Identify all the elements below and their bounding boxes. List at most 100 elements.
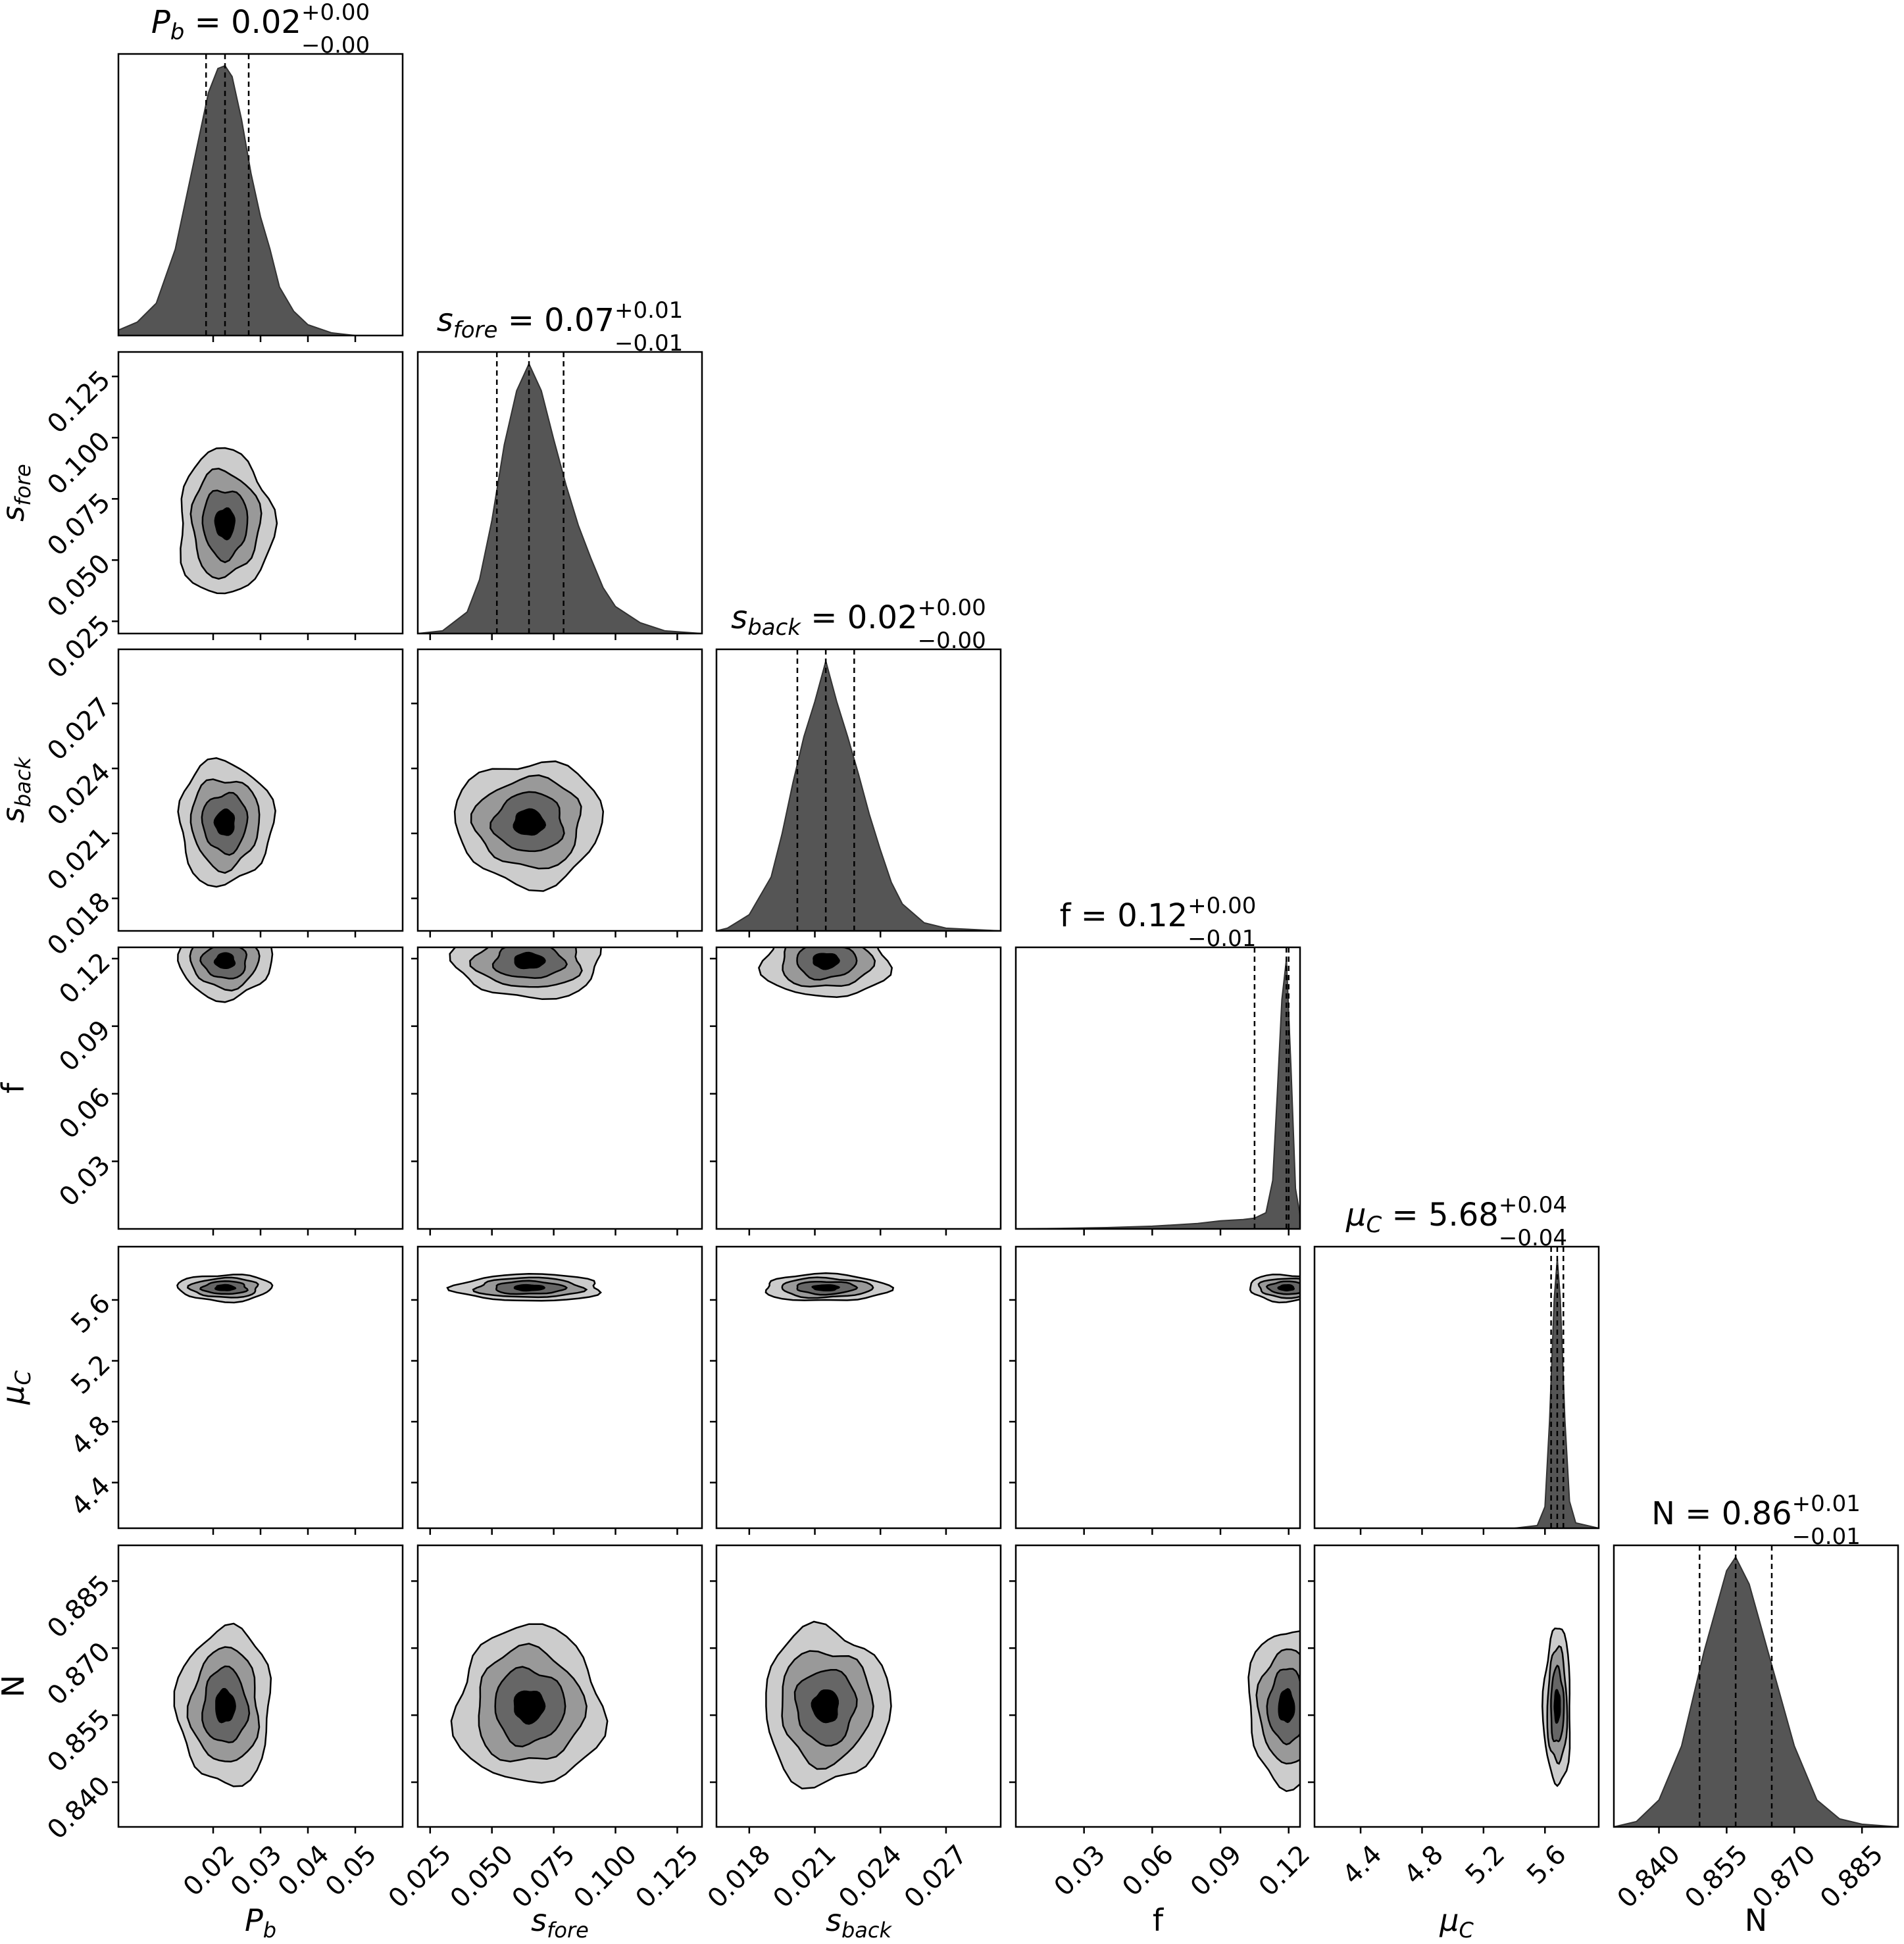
x-tick-label-Pb: 0.05	[320, 1839, 383, 1903]
title-sfore: sfore = 0.07+0.01	[437, 297, 684, 343]
panel-sfore-sfore	[416, 351, 703, 635]
contour-sfore-muC	[446, 1273, 602, 1302]
contour-sfore-sback	[453, 760, 605, 892]
x-tick-label-sfore: 0.050	[445, 1839, 520, 1914]
x-tick-label-muC: 5.6	[1521, 1839, 1572, 1891]
title-Pb: Pb = 0.02+0.00	[151, 0, 370, 45]
x-tick-label-sback: 0.018	[702, 1839, 777, 1914]
y-tick-label-muC: 4.8	[65, 1410, 116, 1461]
contour-Pb-sfore	[180, 447, 278, 595]
y-tick-label-f: 0.09	[53, 1014, 116, 1078]
y-axis-label-muC: μC	[0, 1370, 36, 1405]
contour-level-4	[813, 953, 840, 970]
y-tick-label-muC: 5.2	[65, 1349, 116, 1401]
contour-level-4	[513, 1284, 546, 1292]
hist-f	[1015, 959, 1301, 1230]
contour-level-4	[513, 808, 547, 836]
panel-sfore-muC	[416, 1245, 703, 1530]
y-tick-label-sfore: 0.100	[41, 426, 116, 501]
x-tick-label-f: 0.12	[1253, 1839, 1316, 1903]
contour-sback-f	[758, 947, 893, 998]
y-axis-label-N: N	[0, 1675, 31, 1697]
contour-level-4	[214, 1284, 237, 1291]
y-tick-label-f: 0.03	[53, 1150, 116, 1213]
contour-level-4	[1277, 1284, 1295, 1291]
contour-level-4	[811, 1689, 839, 1724]
y-axis-label-f: f	[0, 1082, 31, 1093]
title-muC: μC = 5.68+0.04	[1345, 1192, 1567, 1238]
contour-f-N	[1247, 1630, 1300, 1793]
contour-sfore-f	[449, 947, 602, 1001]
panel-sfore-f	[416, 946, 703, 1230]
x-tick-label-Pb: 0.02	[178, 1839, 241, 1903]
contour-Pb-sback	[177, 757, 276, 888]
panel-f-N	[1015, 1544, 1301, 1828]
x-tick-label-f: 0.09	[1185, 1839, 1248, 1903]
contour-level-4	[213, 809, 236, 836]
contour-sfore-N	[450, 1623, 609, 1784]
panel-sfore-sback	[416, 648, 703, 932]
y-tick-label-sback: 0.021	[41, 822, 116, 897]
panel-muC-muC	[1313, 1245, 1600, 1530]
y-tick-label-muC: 4.4	[65, 1471, 116, 1522]
title-minus-N: −0.01	[1792, 1524, 1861, 1550]
x-tick-label-f: 0.03	[1049, 1839, 1112, 1903]
contour-sback-muC	[764, 1272, 895, 1301]
panel-N-N	[1613, 1544, 1899, 1828]
hist-Pb	[118, 64, 403, 336]
panel-sback-sback	[715, 648, 1002, 932]
y-tick-label-N: 0.870	[41, 1637, 116, 1712]
hist-sfore	[417, 362, 703, 634]
y-tick-label-sfore: 0.025	[41, 610, 116, 685]
hist-N	[1613, 1556, 1899, 1828]
x-tick-label-f: 0.06	[1116, 1839, 1180, 1903]
y-tick-label-sfore: 0.075	[41, 487, 116, 562]
contour-Pb-muC	[176, 1273, 274, 1304]
x-tick-label-sback: 0.024	[833, 1839, 908, 1914]
y-tick-label-sback: 0.027	[41, 692, 116, 767]
title-minus-Pb: −0.00	[301, 32, 370, 59]
panel-f-muC	[1015, 1245, 1301, 1530]
contour-level-4	[1278, 1687, 1295, 1724]
y-tick-label-sfore: 0.125	[41, 365, 116, 440]
title-sback: sback = 0.02+0.00	[731, 595, 986, 641]
contour-level-4	[215, 1687, 236, 1724]
contour-sback-N	[765, 1620, 892, 1789]
panel-muC-N	[1313, 1544, 1600, 1828]
title-minus-muC: −0.04	[1499, 1225, 1567, 1251]
y-tick-label-f: 0.06	[53, 1082, 116, 1145]
y-axis-label-sfore: sfore	[0, 464, 36, 522]
x-tick-label-muC: 5.2	[1460, 1839, 1511, 1891]
x-axis-label-Pb: Pb	[245, 1903, 276, 1943]
contour-level-4	[811, 1284, 841, 1292]
panel-sback-f	[715, 946, 1002, 1230]
contour-level-4	[514, 951, 546, 970]
title-minus-sfore: −0.01	[614, 330, 683, 357]
y-tick-label-N: 0.885	[41, 1570, 116, 1645]
x-tick-label-N: 0.885	[1815, 1839, 1890, 1914]
x-axis-label-N: N	[1745, 1903, 1767, 1938]
contour-level-4	[513, 1690, 546, 1725]
x-tick-label-sback: 0.027	[899, 1839, 974, 1914]
title-N: N = 0.86+0.01	[1651, 1491, 1861, 1532]
hist-sback	[716, 659, 1001, 932]
panel-sback-N	[715, 1544, 1002, 1828]
y-axis-label-sback: sback	[0, 757, 36, 823]
x-axis-label-sback: sback	[826, 1903, 892, 1943]
title-f: f = 0.12+0.00	[1060, 893, 1257, 934]
x-tick-label-N: 0.855	[1679, 1839, 1754, 1914]
contour-level-4	[213, 952, 236, 970]
contour-f-muC	[1249, 1274, 1300, 1304]
x-tick-label-N: 0.840	[1612, 1839, 1687, 1914]
x-tick-label-sfore: 0.025	[383, 1839, 458, 1914]
x-tick-label-Pb: 0.04	[272, 1839, 336, 1903]
panel-sfore-N	[416, 1544, 703, 1828]
y-tick-label-N: 0.840	[41, 1770, 116, 1845]
panel-sback-muC	[715, 1245, 1002, 1530]
y-tick-label-muC: 5.6	[65, 1288, 116, 1339]
y-tick-label-N: 0.855	[41, 1703, 116, 1778]
panel-f-f	[1015, 946, 1301, 1230]
y-tick-label-sback: 0.024	[41, 757, 116, 832]
panel-Pb-f	[117, 946, 404, 1230]
